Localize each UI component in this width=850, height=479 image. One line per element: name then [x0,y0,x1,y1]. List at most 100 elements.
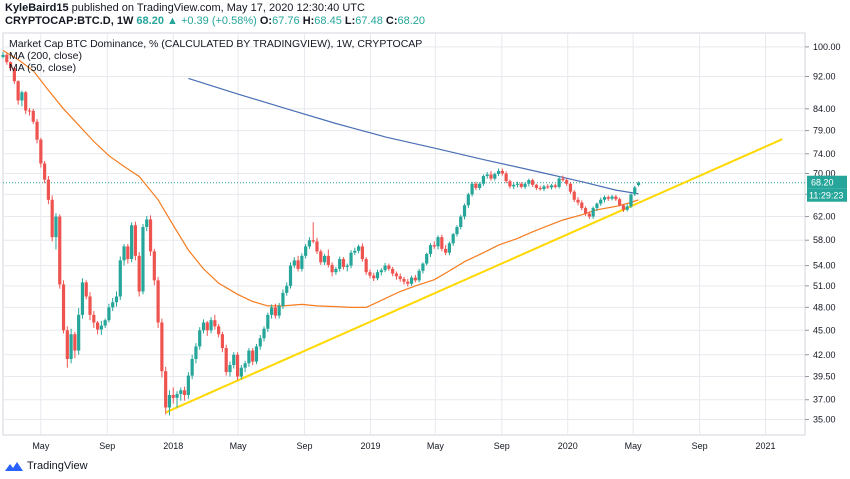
candle-down[interactable] [440,237,444,249]
candle-up[interactable] [345,265,349,267]
candle-up[interactable] [107,307,111,321]
candle-down[interactable] [326,255,330,265]
candle-up[interactable] [190,359,194,376]
candle-down[interactable] [432,245,436,247]
candle-down[interactable] [580,202,584,209]
candle-up[interactable] [288,265,293,286]
candle-down[interactable] [50,199,54,238]
candle-up[interactable] [417,270,421,281]
candle-up[interactable] [122,246,126,261]
legend-ma200[interactable]: MA (200, close) [9,50,82,62]
candle-up[interactable] [379,270,383,273]
candle-down[interactable] [217,326,221,335]
candle-up[interactable] [194,346,198,360]
candle-down[interactable] [587,213,591,217]
candle-up[interactable] [481,176,486,184]
candle-down[interactable] [391,268,395,274]
candle-up[interactable] [455,227,459,235]
candle-up[interactable] [80,282,85,315]
candle-up[interactable] [103,320,107,326]
candle-up[interactable] [118,260,122,297]
candle-up[interactable] [141,227,145,292]
candle-down[interactable] [88,296,92,315]
candle-up[interactable] [557,178,561,187]
candle-up[interactable] [512,184,516,187]
candle-down[interactable] [235,354,240,377]
candle-down[interactable] [368,272,372,276]
candle-down[interactable] [538,187,542,190]
candle-down[interactable] [531,180,535,185]
candle-down[interactable] [583,208,588,214]
candle-up[interactable] [247,350,251,364]
candle-up[interactable] [186,375,190,395]
candle-down[interactable] [205,322,209,331]
candle-up[interactable] [451,234,455,244]
candle-down[interactable] [553,185,557,187]
candle-down[interactable] [27,110,32,112]
candle-up[interactable] [338,259,342,269]
candle-up[interactable] [496,170,501,174]
candle-down[interactable] [16,81,20,101]
candle-down[interactable] [213,320,217,327]
candle-down[interactable] [534,184,539,188]
candle-down[interactable] [296,260,300,269]
candle-down[interactable] [364,259,368,273]
candle-up[interactable] [633,187,637,195]
candle-up[interactable] [459,216,463,228]
candle-up[interactable] [114,296,119,303]
candle-up[interactable] [179,390,183,395]
brand-name[interactable]: TradingView [27,460,88,472]
candle-up[interactable] [307,240,312,247]
candle-down[interactable] [614,196,618,200]
candle-up[interactable] [277,305,281,316]
candle-down[interactable] [330,264,334,273]
price-chart[interactable]: 100.0092.0084.0079.0074.0070.0066.0062.0… [0,30,850,456]
candle-up[interactable] [599,199,603,204]
candle-up[interactable] [266,314,270,329]
candle-down[interactable] [618,199,622,206]
candle-up[interactable] [425,253,429,264]
candle-up[interactable] [130,225,134,260]
candle-down[interactable] [311,240,315,242]
candle-up[interactable] [523,183,527,187]
candle-up[interactable] [478,183,482,188]
candle-up[interactable] [349,252,353,266]
candle-up[interactable] [300,255,304,269]
candle-down[interactable] [5,54,9,63]
candle-down[interactable] [341,259,346,267]
candle-up[interactable] [228,365,232,373]
candle-down[interactable] [133,225,138,256]
candle-down[interactable] [568,183,573,192]
candle-up[interactable] [549,185,554,188]
candle-up[interactable] [281,292,285,306]
candle-down[interactable] [500,170,504,174]
candle-down[interactable] [152,251,156,281]
candle-down[interactable] [24,92,28,111]
candle-down[interactable] [444,248,448,253]
candle-up[interactable] [527,180,531,184]
candle-up[interactable] [77,314,81,351]
candle-down[interactable] [508,181,512,187]
candle-down[interactable] [576,199,580,203]
candle-down[interactable] [8,62,13,69]
candle-up[interactable] [20,92,24,101]
candle-down[interactable] [489,174,493,179]
candle-down[interactable] [387,265,391,269]
candle-down[interactable] [315,241,319,252]
candle-up[interactable] [636,182,641,186]
candle-up[interactable] [175,394,179,398]
candle-up[interactable] [462,205,467,217]
candle-down[interactable] [61,284,66,331]
candle-up[interactable] [201,322,206,331]
candle-down[interactable] [402,278,406,282]
candle-up[interactable] [436,237,440,247]
candle-up[interactable] [258,338,262,347]
candle-down[interactable] [273,307,277,316]
candle-up[interactable] [243,363,247,368]
candle-up[interactable] [254,346,259,362]
candle-up[interactable] [595,203,599,209]
candle-down[interactable] [224,348,228,373]
candle-up[interactable] [409,277,414,284]
candle-up[interactable] [485,174,489,177]
candle-up[interactable] [542,186,546,190]
